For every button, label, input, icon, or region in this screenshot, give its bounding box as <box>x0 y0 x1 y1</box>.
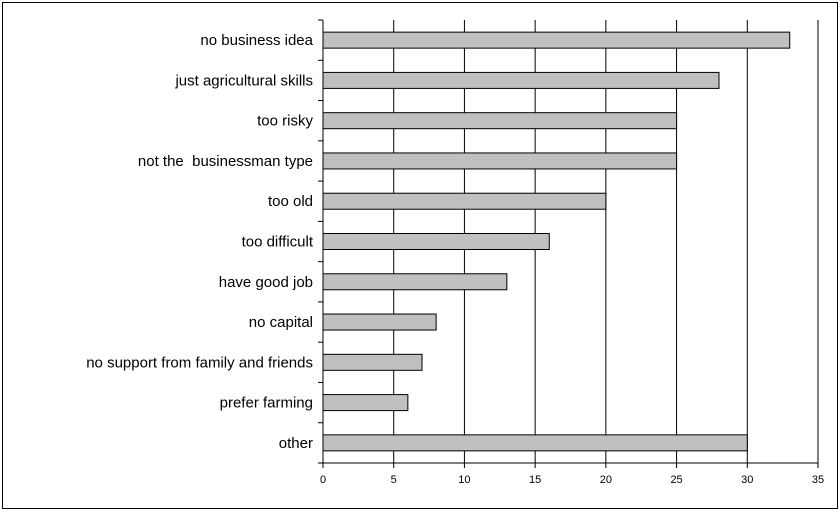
x-tick-label: 15 <box>529 474 541 486</box>
category-labels: no business idea just agricultural skills… <box>86 32 314 452</box>
x-tick-label: 0 <box>320 474 326 486</box>
bars <box>322 31 791 452</box>
bar <box>322 394 409 412</box>
axes <box>318 19 819 468</box>
bar <box>322 152 678 170</box>
category-label: no business idea <box>200 32 313 49</box>
category-label: just agricultural skills <box>174 72 313 89</box>
x-tick-label: 20 <box>600 474 612 486</box>
category-label: too risky <box>257 113 313 130</box>
category-label: too old <box>268 193 313 210</box>
x-tick-label: 30 <box>741 474 753 486</box>
category-label: no support from family and friends <box>86 354 313 371</box>
bar <box>322 273 508 291</box>
x-tick-label: 10 <box>458 474 470 486</box>
category-label: prefer farming <box>220 395 313 412</box>
bar <box>322 192 607 210</box>
bar <box>322 434 748 452</box>
bar <box>322 353 423 371</box>
x-tick-label: 25 <box>670 474 682 486</box>
bar <box>322 71 720 89</box>
category-label: other <box>279 435 313 452</box>
x-tick-labels: 0 5 10 15 20 25 30 35 <box>320 474 824 486</box>
x-tick-label: 35 <box>812 474 824 486</box>
category-label: not the businessman type <box>138 153 313 170</box>
x-tick-label: 5 <box>391 474 397 486</box>
bar-chart: no business idea just agricultural skills… <box>86 19 824 486</box>
category-label: no capital <box>249 314 313 331</box>
category-label: have good job <box>219 274 313 291</box>
bar <box>322 233 550 250</box>
bar <box>322 31 791 49</box>
bar <box>322 313 437 331</box>
category-label: too difficult <box>242 234 314 251</box>
bar <box>322 112 678 130</box>
